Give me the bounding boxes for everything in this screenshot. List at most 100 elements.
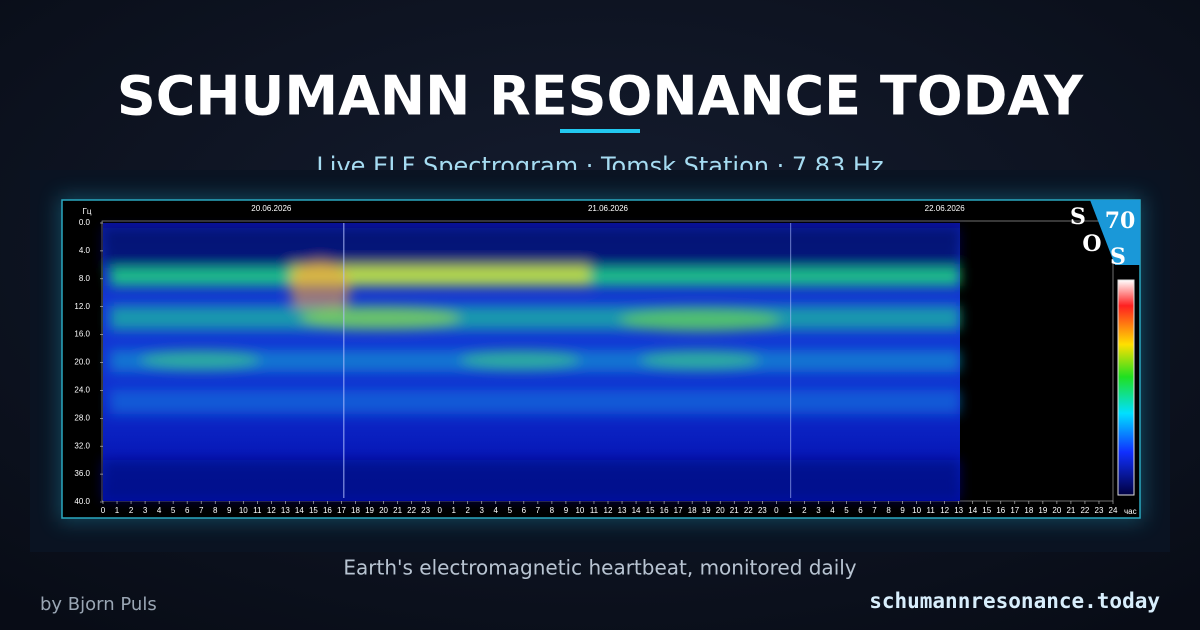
x-tick-label: 4 <box>494 506 499 515</box>
spectrogram-image <box>103 223 960 501</box>
x-tick-label: 17 <box>674 506 683 515</box>
x-tick-label: 21 <box>730 506 739 515</box>
x-tick-label: 7 <box>536 506 541 515</box>
x-tick-label: 13 <box>954 506 963 515</box>
x-tick-label: 8 <box>213 506 218 515</box>
x-tick-label: 19 <box>365 506 374 515</box>
x-tick-label: 7 <box>199 506 204 515</box>
x-tick-label: 16 <box>323 506 332 515</box>
x-tick-label: 15 <box>309 506 318 515</box>
x-tick-label: 6 <box>185 506 190 515</box>
x-tick-label: 16 <box>660 506 669 515</box>
x-tick-label: 12 <box>267 506 276 515</box>
x-tick-label: 3 <box>143 506 148 515</box>
x-tick-label: 1 <box>451 506 456 515</box>
x-tick-label: 5 <box>171 506 176 515</box>
x-tick-label: 0 <box>774 506 779 515</box>
x-tick-label: 5 <box>844 506 849 515</box>
x-tick-label: 11 <box>590 506 599 515</box>
x-tick-label: 16 <box>996 506 1005 515</box>
x-tick-label: 4 <box>830 506 835 515</box>
x-tick-label: 23 <box>1095 506 1104 515</box>
x-tick-label: 24 <box>1109 506 1118 515</box>
axis-labels: 0.0 4.0 8.0 12.0 16.0 20.0 24.0 28.0 32.0 36.0 40.… <box>74 204 1118 515</box>
x-tick-label: 14 <box>968 506 977 515</box>
x-tick-label: 22 <box>1080 506 1089 515</box>
x-tick-label: 12 <box>604 506 613 515</box>
x-tick-label: 20 <box>716 506 725 515</box>
x-tick-label: 10 <box>239 506 248 515</box>
x-tick-label: 19 <box>702 506 711 515</box>
x-tick-label: 12 <box>940 506 949 515</box>
x-tick-label: 17 <box>337 506 346 515</box>
x-tick-label: 15 <box>982 506 991 515</box>
x-tick-label: 21 <box>1066 506 1075 515</box>
x-tick-label: 20 <box>379 506 388 515</box>
x-tick-label: 2 <box>465 506 470 515</box>
x-tick-label: 9 <box>564 506 569 515</box>
y-tick-label: 40.0 <box>74 497 90 506</box>
x-tick-label: 3 <box>816 506 821 515</box>
y-tick-label: 16.0 <box>74 330 90 339</box>
x-tick-label: 14 <box>295 506 304 515</box>
x-tick-label: 6 <box>522 506 527 515</box>
y-tick-label: 4.0 <box>79 246 91 255</box>
x-tick-label: 22 <box>407 506 416 515</box>
x-tick-label: 1 <box>788 506 793 515</box>
x-tick-label: 23 <box>421 506 430 515</box>
x-tick-label: 0 <box>101 506 106 515</box>
logo: S O S 70 <box>1070 200 1140 270</box>
date-label: 21.06.2026 <box>588 204 629 213</box>
y-tick-label: 24.0 <box>74 386 90 395</box>
x-tick-label: 0 <box>437 506 442 515</box>
y-unit: Гц <box>83 207 92 216</box>
x-tick-label: 18 <box>1024 506 1033 515</box>
date-label: 20.06.2026 <box>251 204 292 213</box>
y-tick-label: 8.0 <box>79 274 91 283</box>
x-tick-label: 10 <box>575 506 584 515</box>
y-tick-label: 12.0 <box>74 302 90 311</box>
y-tick-label: 32.0 <box>74 441 90 450</box>
color-scale <box>1117 279 1135 496</box>
caption: Earth's electromagnetic heartbeat, monit… <box>343 556 856 580</box>
x-tick-label: 9 <box>227 506 232 515</box>
x-tick-label: 9 <box>900 506 905 515</box>
x-tick-label: 10 <box>912 506 921 515</box>
url: schumannresonance.today <box>869 589 1160 613</box>
logo-letter: S <box>1110 244 1126 270</box>
x-tick-label: 23 <box>758 506 767 515</box>
x-tick-label: 18 <box>688 506 697 515</box>
y-tick-label: 28.0 <box>74 413 90 422</box>
x-tick-label: 14 <box>632 506 641 515</box>
logo-letter: S <box>1070 204 1086 230</box>
x-tick-label: 21 <box>393 506 402 515</box>
x-tick-label: 8 <box>550 506 555 515</box>
title-underline <box>560 129 640 133</box>
y-tick-label: 20.0 <box>74 358 90 367</box>
x-tick-label: 2 <box>802 506 807 515</box>
x-tick-label: 17 <box>1010 506 1019 515</box>
date-label: 22.06.2026 <box>925 204 966 213</box>
y-tick-label: 0.0 <box>79 218 91 227</box>
author: by Bjorn Puls <box>40 594 157 615</box>
y-tick-label: 36.0 <box>74 469 90 478</box>
x-tick-label: 5 <box>508 506 513 515</box>
x-tick-label: 7 <box>872 506 877 515</box>
x-tick-label: 18 <box>351 506 360 515</box>
title: SCHUMANN RESONANCE TODAY <box>117 65 1084 128</box>
x-tick-label: 13 <box>281 506 290 515</box>
x-tick-label: 1 <box>115 506 120 515</box>
x-tick-label: 6 <box>858 506 863 515</box>
x-tick-label: 19 <box>1038 506 1047 515</box>
x-tick-label: 3 <box>480 506 485 515</box>
logo-letter: O <box>1082 231 1101 257</box>
x-tick-label: 11 <box>253 506 262 515</box>
x-tick-label: 11 <box>926 506 935 515</box>
x-tick-label: 4 <box>157 506 162 515</box>
x-tick-label: 20 <box>1052 506 1061 515</box>
x-tick-label: 2 <box>129 506 134 515</box>
x-tick-label: 15 <box>646 506 655 515</box>
logo-number: 70 <box>1105 208 1136 234</box>
